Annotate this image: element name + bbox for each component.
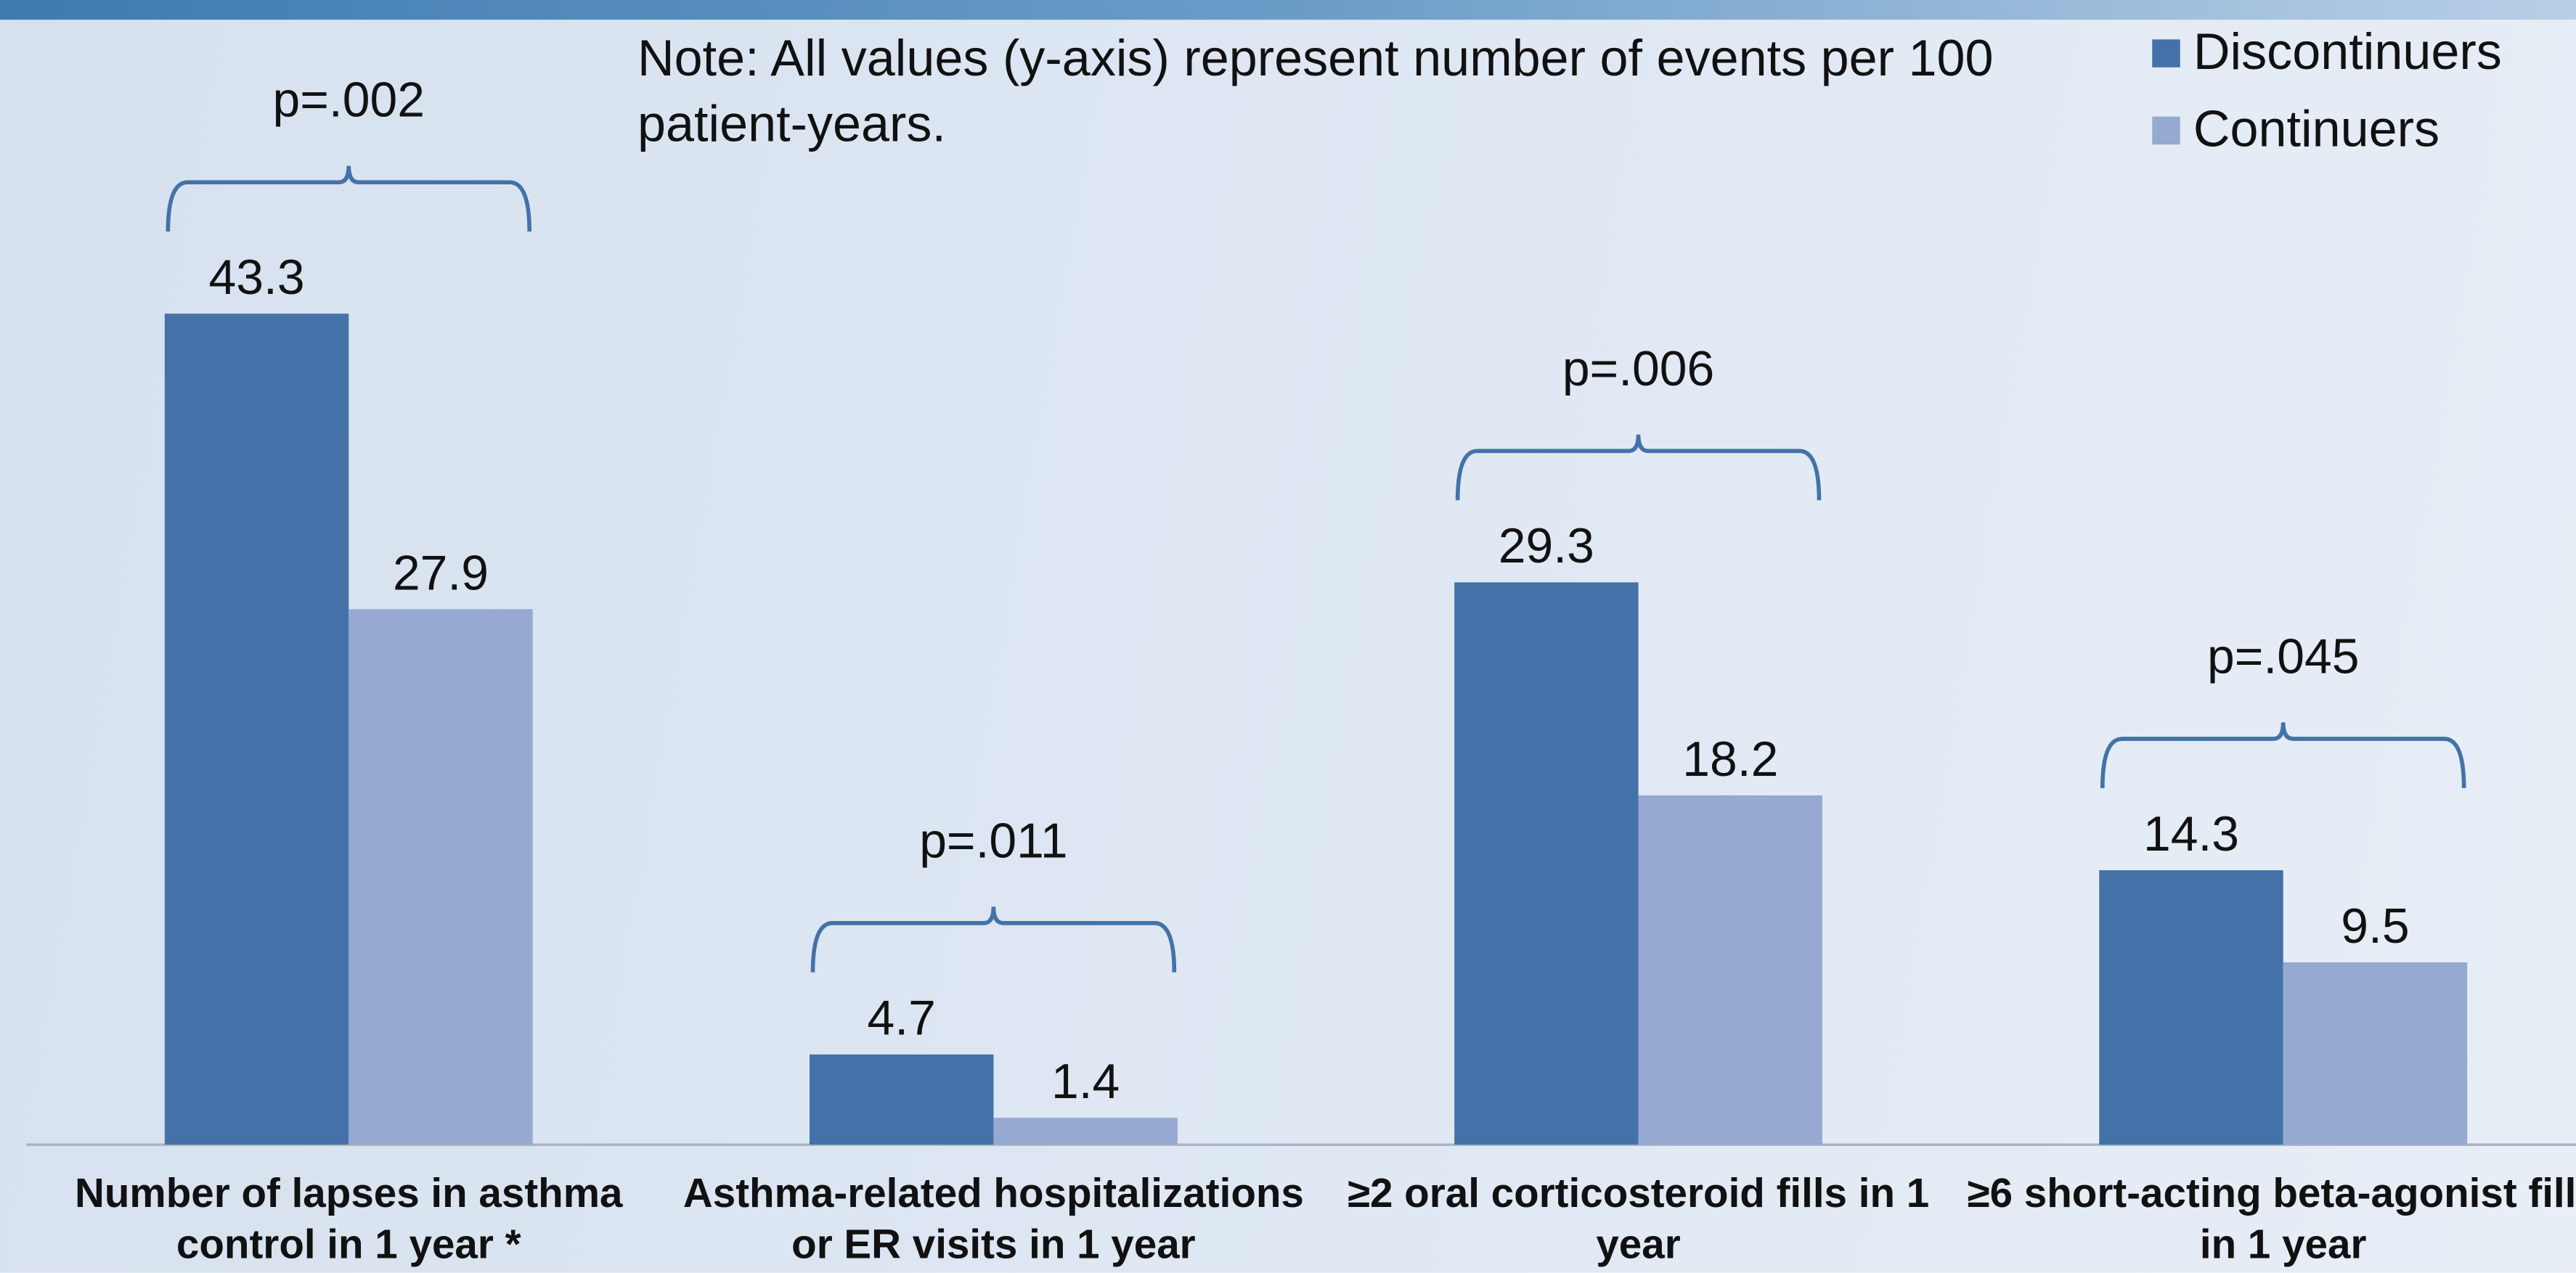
bar: [164, 314, 349, 1145]
category-label: ≥6 short-acting beta-agonist fills in 1 …: [1967, 1171, 2576, 1268]
bracket: [810, 906, 1177, 973]
value-label: 14.3: [2143, 807, 2239, 861]
category-label: Number of lapses in asthma control in 1 …: [75, 1171, 623, 1268]
top-band: [0, 0, 2576, 20]
category-label: ≥2 oral corticosteroid fills in 1 year: [1347, 1171, 1930, 1268]
note: Note: All values (y-axis) represent numb…: [637, 29, 1994, 153]
legend-swatch: [2152, 115, 2180, 144]
bar: [349, 609, 533, 1145]
bar: [2283, 962, 2468, 1145]
value-label: 29.3: [1499, 519, 1594, 573]
legend-item: Discontinuers: [2152, 23, 2502, 82]
p-value: p=.006: [1562, 342, 1715, 396]
bar: [809, 1054, 994, 1145]
bracket: [166, 165, 532, 232]
p-value: p=.002: [273, 73, 425, 128]
value-label: 1.4: [1051, 1055, 1120, 1109]
legend-label: Discontinuers: [2193, 22, 2502, 81]
p-value: p=.045: [2207, 630, 2360, 684]
bar: [2099, 870, 2283, 1145]
bracket: [1455, 434, 1822, 501]
bracket: [2100, 722, 2466, 788]
value-label: 43.3: [209, 250, 305, 305]
value-label: 4.7: [868, 991, 936, 1046]
legend-label: Continuers: [2193, 100, 2440, 158]
bar: [1638, 795, 1823, 1145]
category-label: Asthma-related hospitalizations or ER vi…: [682, 1171, 1304, 1268]
bar: [993, 1118, 1178, 1145]
value-label: 18.2: [1682, 732, 1778, 787]
value-label: 27.9: [393, 546, 489, 600]
legend-swatch: [2152, 38, 2180, 67]
value-label: 9.5: [2341, 899, 2409, 954]
p-value: p=.011: [919, 814, 1067, 868]
legend-item: Continuers: [2152, 100, 2440, 159]
bar: [1454, 582, 1639, 1145]
